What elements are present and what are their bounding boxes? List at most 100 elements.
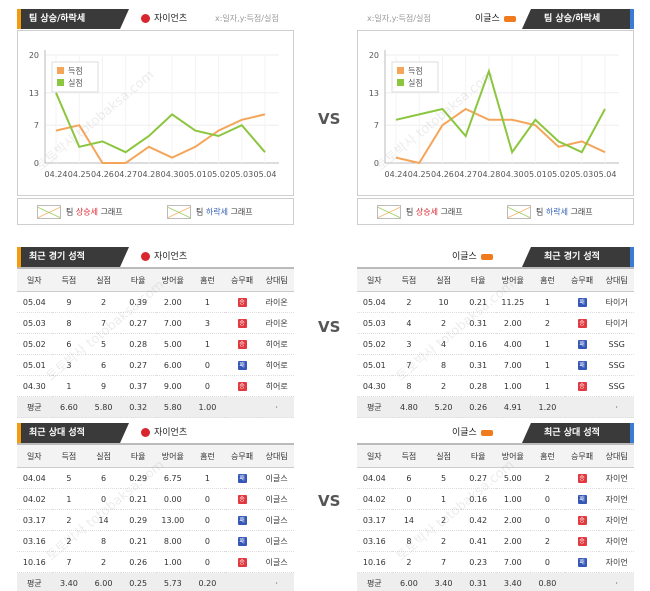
table-cell: 2: [426, 375, 461, 397]
team-name: 이글스: [452, 247, 497, 267]
table-cell: 0.37: [120, 375, 156, 397]
result-cell: 패: [224, 354, 260, 376]
table-cell: 6.00: [391, 572, 427, 591]
table-cell: 2.00: [495, 509, 531, 531]
legend-icon: [37, 205, 61, 219]
column-header: 일자: [17, 267, 52, 292]
column-header: 승무패: [224, 443, 260, 468]
section-title: 팀 상승/하락세: [522, 9, 634, 29]
legend-text-em: 하락세: [545, 207, 569, 217]
table-cell: 5: [86, 333, 121, 355]
result-cell: 승: [224, 291, 260, 313]
table-row: 10.16 7 2 0.26 1.00 0 승 이글스: [17, 551, 294, 573]
table-cell: 2: [391, 291, 427, 313]
table-cell: 6: [86, 467, 121, 489]
table-cell: 0.29: [120, 467, 156, 489]
table-cell: 평균: [357, 572, 392, 591]
team-logo: [480, 253, 493, 260]
table-cell: 03.17: [17, 509, 52, 531]
table-cell: 7.00: [495, 551, 531, 573]
x-tick-label: 05.02: [547, 170, 570, 179]
result-icon: 승: [237, 382, 247, 391]
table-cell: 0.26: [120, 551, 156, 573]
table-header: 최근 상대 성적 이글스: [357, 423, 634, 443]
table-header: 최근 상대 성적 자이언츠: [17, 423, 294, 443]
table-cell: 타이거: [599, 291, 634, 313]
table-cell: 타이거: [599, 312, 634, 334]
table-cell: 7.00: [155, 312, 191, 334]
table-cell: 1.20: [530, 396, 565, 418]
table-cell: 05.01: [17, 354, 52, 376]
column-header: 일자: [357, 443, 392, 468]
table-cell: 0: [190, 375, 225, 397]
column-header: 득점: [51, 443, 87, 468]
table-cell: SSG: [599, 375, 634, 397]
column-header: 상대팀: [599, 443, 634, 468]
x-tick-label: 04.26: [91, 170, 114, 179]
result-icon: 승: [237, 495, 247, 504]
column-header: 승무패: [564, 443, 600, 468]
table-cell: 0.42: [460, 509, 496, 531]
table-cell: 히어로: [259, 333, 294, 355]
result-icon: 승: [577, 474, 587, 483]
table-cell: 3.40: [495, 572, 531, 591]
table-cell: 05.01: [357, 354, 392, 376]
legend-swatch: [397, 67, 404, 74]
table-header: 최근 경기 성적 이글스: [357, 247, 634, 267]
result-cell: 패: [224, 530, 260, 552]
table-cell: 1.00: [495, 488, 531, 510]
section-title: 팀 상승/하락세: [17, 9, 129, 29]
table-cell: 05.02: [357, 333, 392, 355]
column-header: 방어율: [495, 443, 531, 468]
table-cell: 3: [190, 312, 225, 334]
table-cell: 8: [391, 530, 427, 552]
table-cell: 1: [190, 291, 225, 313]
table-cell: 자이언: [599, 467, 634, 489]
table-cell: 5.80: [155, 396, 191, 418]
result-cell: 승: [224, 312, 260, 334]
table-cell: 2: [426, 509, 461, 531]
column-header: 승무패: [224, 267, 260, 292]
table-cell: 0.27: [120, 354, 156, 376]
header-row: 일자 득점 실점 타율 방어율 홈런 승무패 상대팀: [17, 443, 294, 468]
table-cell: 2.00: [495, 312, 531, 334]
table-cell: 04.30: [357, 375, 392, 397]
table-cell: 7: [86, 312, 121, 334]
y-tick-label: 7: [34, 121, 39, 130]
table-cell: 8: [391, 375, 427, 397]
table-row: 03.17 14 2 0.42 2.00 0 승 자이언: [357, 509, 634, 531]
x-tick-label: 05.03: [230, 170, 253, 179]
x-tick-label: 05.02: [207, 170, 230, 179]
table-cell: 0.27: [460, 467, 496, 489]
table-row: 05.02 3 4 0.16 4.00 1 패 SSG: [357, 333, 634, 355]
legend-label: 실점: [408, 78, 423, 88]
table-cell: 2: [426, 312, 461, 334]
team-name-text: 자이언츠: [154, 252, 188, 262]
column-header: 득점: [391, 443, 427, 468]
section-title: 최근 상대 성적: [17, 423, 129, 443]
table-cell: 0.23: [460, 551, 496, 573]
vs-label: VS: [318, 492, 341, 510]
x-tick-label: 04.25: [68, 170, 91, 179]
result-cell: 승: [224, 551, 260, 573]
table-cell: 04.04: [17, 467, 52, 489]
table-cell: 0.27: [120, 312, 156, 334]
legend-swatch: [57, 67, 64, 74]
series-line: [55, 113, 266, 164]
legend-item: 팀 상승세 그래프: [37, 205, 123, 219]
table-cell: 04.04: [357, 467, 392, 489]
table-cell: 1: [190, 333, 225, 355]
table-cell: 4: [391, 312, 427, 334]
column-header: 홈런: [530, 443, 565, 468]
table-cell: 3.40: [426, 572, 461, 591]
legend-text: 팀: [196, 207, 204, 217]
table-cell: 0.39: [120, 291, 156, 313]
table-cell: [564, 572, 600, 591]
table-cell: 1: [530, 375, 565, 397]
table-cell: 2.00: [155, 291, 191, 313]
team-name-text: 자이언츠: [154, 14, 188, 24]
chart-box: [17, 30, 294, 196]
axis-note: x:일자,y:득점/실점: [367, 14, 431, 23]
team-name: 이글스: [452, 423, 497, 443]
